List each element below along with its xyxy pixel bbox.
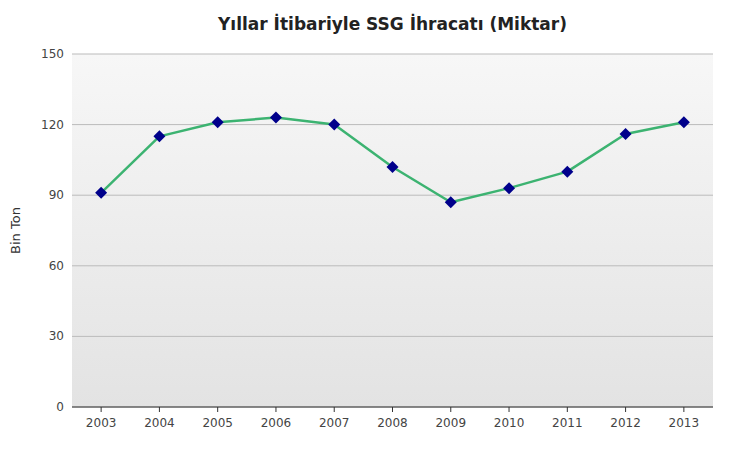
x-axis: 2003 2004 2005 2006 2007 2008 2009 2010 2011 2012… <box>72 407 713 430</box>
y-tick-label: 120 <box>41 118 64 132</box>
x-tick <box>217 407 218 412</box>
x-tick <box>509 407 510 412</box>
y-axis: 0 30 60 90 120 150 <box>41 47 64 414</box>
y-tick-label: 0 <box>56 400 64 414</box>
grid-line <box>72 265 713 266</box>
marker <box>678 116 690 128</box>
x-tick <box>159 407 160 412</box>
line <box>101 118 684 203</box>
data <box>95 112 690 209</box>
marker <box>95 187 107 199</box>
marker <box>212 116 224 128</box>
x-tick <box>101 407 102 412</box>
y-tick-label: 150 <box>41 47 64 61</box>
x-tick-label: 2010 <box>494 416 525 430</box>
y-tick-label: 60 <box>49 259 64 273</box>
plot-background <box>72 54 713 407</box>
x-tick-label: 2003 <box>86 416 117 430</box>
x-tick-label: 2007 <box>319 416 350 430</box>
x-tick-label: 2006 <box>261 416 292 430</box>
x-tick-label: 2008 <box>377 416 408 430</box>
y-axis-label: Bin Ton <box>8 207 23 254</box>
x-tick-label: 2005 <box>202 416 233 430</box>
marker <box>503 182 515 194</box>
chart-container: Yıllar İtibariyle SSG İhracatı (Miktar) B… <box>0 0 737 453</box>
marker <box>270 112 282 124</box>
x-tick-label: 2012 <box>610 416 641 430</box>
grid-line <box>72 54 713 55</box>
marker <box>153 130 165 142</box>
marker <box>387 161 399 173</box>
grid-line <box>72 336 713 337</box>
marker <box>445 196 457 208</box>
grid <box>72 54 713 407</box>
x-tick <box>683 407 684 412</box>
x-tick-label: 2009 <box>435 416 466 430</box>
marker <box>328 119 340 131</box>
marker <box>620 128 632 140</box>
x-tick <box>625 407 626 412</box>
x-tick <box>567 407 568 412</box>
x-tick <box>450 407 451 412</box>
x-tick <box>392 407 393 412</box>
chart-svg: Yıllar İtibariyle SSG İhracatı (Miktar) B… <box>0 0 737 453</box>
x-tick-label: 2004 <box>144 416 175 430</box>
y-tick-label: 90 <box>49 188 64 202</box>
marker <box>561 166 573 178</box>
grid-line <box>72 124 713 125</box>
x-tick-label: 2011 <box>552 416 583 430</box>
x-tick <box>275 407 276 412</box>
title: Yıllar İtibariyle SSG İhracatı (Miktar) <box>217 13 567 34</box>
x-tick-label: 2013 <box>669 416 700 430</box>
grid-line <box>72 195 713 196</box>
y-tick-label: 30 <box>49 329 64 343</box>
x-tick <box>334 407 335 412</box>
